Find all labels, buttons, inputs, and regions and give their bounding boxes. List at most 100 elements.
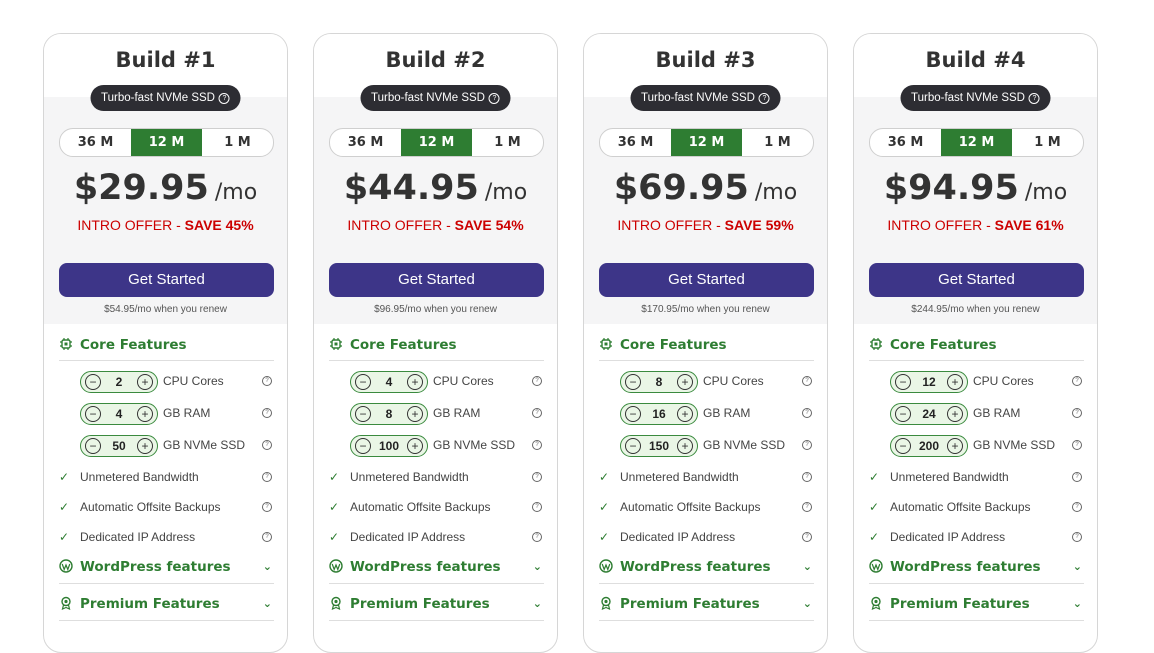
help-circle-icon[interactable]: ? xyxy=(262,440,272,450)
term-option-36m[interactable]: 36 M xyxy=(617,135,654,150)
premium-features-header[interactable]: Premium Features ⌄ xyxy=(329,595,544,621)
term-option-36m[interactable]: 36 M xyxy=(887,135,924,150)
minus-icon[interactable]: − xyxy=(625,406,641,422)
chevron-down-icon[interactable]: ⌄ xyxy=(532,597,542,610)
get-started-button[interactable]: Get Started xyxy=(329,263,544,297)
minus-icon[interactable]: − xyxy=(85,374,101,390)
help-circle-icon[interactable]: ? xyxy=(262,502,272,512)
ssd-value[interactable]: 100 xyxy=(378,439,400,453)
help-circle-icon[interactable]: ? xyxy=(1072,502,1082,512)
help-circle-icon[interactable]: ? xyxy=(532,472,542,482)
ssd-value[interactable]: 50 xyxy=(112,439,126,453)
minus-icon[interactable]: − xyxy=(895,374,911,390)
ram-value[interactable]: 24 xyxy=(922,407,936,421)
wordpress-features-header[interactable]: WordPress features ⌄ xyxy=(869,558,1084,584)
help-circle-icon[interactable]: ? xyxy=(262,472,272,482)
help-circle-icon[interactable]: ? xyxy=(532,408,542,418)
plus-icon[interactable]: + xyxy=(407,406,423,422)
help-circle-icon[interactable]: ? xyxy=(1072,440,1082,450)
cpu-value[interactable]: 12 xyxy=(922,375,936,389)
chevron-down-icon[interactable]: ⌄ xyxy=(532,560,542,573)
nvme-badge[interactable]: Turbo-fast NVMe SSD? xyxy=(900,85,1051,111)
help-circle-icon[interactable]: ? xyxy=(1028,93,1040,104)
term-option-36m[interactable]: 36 M xyxy=(347,135,384,150)
premium-features-header[interactable]: Premium Features ⌄ xyxy=(869,595,1084,621)
minus-icon[interactable]: − xyxy=(355,438,371,454)
chevron-down-icon[interactable]: ⌄ xyxy=(1072,560,1082,573)
term-option-1m[interactable]: 1 M xyxy=(1034,135,1061,150)
term-option-1m[interactable]: 1 M xyxy=(764,135,791,150)
nvme-badge[interactable]: Turbo-fast NVMe SSD? xyxy=(630,85,781,111)
help-circle-icon[interactable]: ? xyxy=(758,93,770,104)
chevron-down-icon[interactable]: ⌄ xyxy=(1072,597,1082,610)
cpu-value[interactable]: 4 xyxy=(385,375,393,389)
help-circle-icon[interactable]: ? xyxy=(802,376,812,386)
term-option-12m[interactable]: 12 M xyxy=(671,129,742,156)
help-circle-icon[interactable]: ? xyxy=(802,502,812,512)
premium-features-header[interactable]: Premium Features ⌄ xyxy=(59,595,274,621)
minus-icon[interactable]: − xyxy=(85,438,101,454)
term-option-12m[interactable]: 12 M xyxy=(131,129,202,156)
ssd-value[interactable]: 150 xyxy=(648,439,670,453)
plus-icon[interactable]: + xyxy=(137,374,153,390)
chevron-down-icon[interactable]: ⌄ xyxy=(802,560,812,573)
plus-icon[interactable]: + xyxy=(947,374,963,390)
help-circle-icon[interactable]: ? xyxy=(262,532,272,542)
help-circle-icon[interactable]: ? xyxy=(532,376,542,386)
nvme-badge[interactable]: Turbo-fast NVMe SSD? xyxy=(360,85,511,111)
term-option-36m[interactable]: 36 M xyxy=(77,135,114,150)
get-started-button[interactable]: Get Started xyxy=(869,263,1084,297)
help-circle-icon[interactable]: ? xyxy=(488,93,500,104)
minus-icon[interactable]: − xyxy=(895,438,911,454)
chevron-down-icon[interactable]: ⌄ xyxy=(262,597,272,610)
minus-icon[interactable]: − xyxy=(895,406,911,422)
help-circle-icon[interactable]: ? xyxy=(802,532,812,542)
help-circle-icon[interactable]: ? xyxy=(532,502,542,512)
plus-icon[interactable]: + xyxy=(677,374,693,390)
help-circle-icon[interactable]: ? xyxy=(262,408,272,418)
help-circle-icon[interactable]: ? xyxy=(1072,532,1082,542)
help-circle-icon[interactable]: ? xyxy=(802,472,812,482)
minus-icon[interactable]: − xyxy=(625,438,641,454)
ssd-value[interactable]: 200 xyxy=(918,439,940,453)
plus-icon[interactable]: + xyxy=(677,438,693,454)
term-option-12m[interactable]: 12 M xyxy=(941,129,1012,156)
ram-value[interactable]: 8 xyxy=(385,407,393,421)
chevron-down-icon[interactable]: ⌄ xyxy=(262,560,272,573)
chevron-down-icon[interactable]: ⌄ xyxy=(802,597,812,610)
get-started-button[interactable]: Get Started xyxy=(599,263,814,297)
term-option-12m[interactable]: 12 M xyxy=(401,129,472,156)
help-circle-icon[interactable]: ? xyxy=(1072,408,1082,418)
plus-icon[interactable]: + xyxy=(137,438,153,454)
plus-icon[interactable]: + xyxy=(407,374,423,390)
get-started-button[interactable]: Get Started xyxy=(59,263,274,297)
help-circle-icon[interactable]: ? xyxy=(802,408,812,418)
help-circle-icon[interactable]: ? xyxy=(802,440,812,450)
minus-icon[interactable]: − xyxy=(355,374,371,390)
help-circle-icon[interactable]: ? xyxy=(532,532,542,542)
plus-icon[interactable]: + xyxy=(677,406,693,422)
plus-icon[interactable]: + xyxy=(947,406,963,422)
premium-features-header[interactable]: Premium Features ⌄ xyxy=(599,595,814,621)
term-option-1m[interactable]: 1 M xyxy=(224,135,251,150)
wordpress-features-header[interactable]: WordPress features ⌄ xyxy=(59,558,274,584)
nvme-badge[interactable]: Turbo-fast NVMe SSD? xyxy=(90,85,241,111)
cpu-value[interactable]: 8 xyxy=(655,375,663,389)
minus-icon[interactable]: − xyxy=(355,406,371,422)
wordpress-features-header[interactable]: WordPress features ⌄ xyxy=(599,558,814,584)
help-circle-icon[interactable]: ? xyxy=(1072,472,1082,482)
term-option-1m[interactable]: 1 M xyxy=(494,135,521,150)
minus-icon[interactable]: − xyxy=(625,374,641,390)
plus-icon[interactable]: + xyxy=(137,406,153,422)
minus-icon[interactable]: − xyxy=(85,406,101,422)
cpu-value[interactable]: 2 xyxy=(115,375,123,389)
ram-value[interactable]: 4 xyxy=(115,407,123,421)
help-circle-icon[interactable]: ? xyxy=(218,93,230,104)
plus-icon[interactable]: + xyxy=(947,438,963,454)
help-circle-icon[interactable]: ? xyxy=(262,376,272,386)
ram-value[interactable]: 16 xyxy=(652,407,666,421)
wordpress-features-header[interactable]: WordPress features ⌄ xyxy=(329,558,544,584)
help-circle-icon[interactable]: ? xyxy=(1072,376,1082,386)
help-circle-icon[interactable]: ? xyxy=(532,440,542,450)
plus-icon[interactable]: + xyxy=(407,438,423,454)
